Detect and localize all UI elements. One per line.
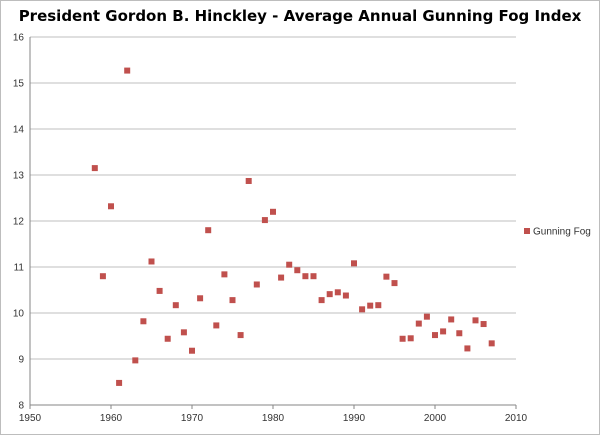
data-point [448, 316, 455, 323]
data-point [245, 177, 252, 184]
y-tick-label: 8 [18, 401, 24, 412]
data-point [472, 317, 479, 324]
data-point [302, 273, 309, 280]
x-tick-label: 2010 [505, 413, 528, 424]
data-point [270, 208, 276, 215]
gridlines [30, 36, 516, 360]
data-point [464, 345, 471, 352]
data-point [326, 291, 333, 298]
y-tick-label: 11 [14, 263, 25, 274]
legend: Gunning Fog [524, 227, 591, 238]
data-point [286, 261, 293, 268]
data-point [375, 302, 382, 309]
x-tick-labels: 1950 1960 1970 1980 1990 2000 2010 [19, 413, 528, 424]
legend-marker [524, 228, 530, 234]
x-tick-label: 1950 [19, 413, 42, 424]
data-point [440, 328, 447, 335]
data-point [237, 332, 244, 339]
data-point [156, 287, 163, 294]
data-point [116, 379, 123, 386]
data-point [91, 165, 98, 172]
y-tick-labels: 8 9 10 11 12 13 14 15 16 [13, 33, 25, 412]
y-tick-label: 15 [13, 79, 25, 90]
y-tick-label: 16 [13, 33, 25, 44]
data-point [197, 295, 204, 302]
data-point [488, 340, 495, 347]
data-point [391, 280, 398, 287]
y-tick-label: 12 [13, 217, 25, 228]
x-tick-label: 2000 [424, 413, 447, 424]
data-point [148, 258, 155, 265]
data-point [432, 332, 438, 339]
y-tick-label: 13 [13, 171, 25, 182]
data-point [99, 273, 106, 280]
data-point [456, 330, 463, 337]
y-tick-label: 9 [18, 355, 24, 366]
x-tick-label: 1970 [181, 413, 204, 424]
data-point [399, 335, 406, 342]
data-point [334, 289, 341, 296]
data-point [164, 335, 171, 342]
data-point [189, 347, 195, 354]
x-tick-label: 1990 [343, 413, 366, 424]
data-points [91, 67, 495, 386]
data-point [221, 271, 228, 278]
data-point [172, 302, 179, 309]
data-point [205, 227, 212, 234]
data-point [415, 320, 422, 327]
data-point [132, 357, 139, 364]
data-point [124, 67, 131, 74]
data-point [359, 306, 366, 313]
data-point [108, 203, 114, 210]
data-point [342, 292, 349, 299]
data-point [213, 322, 220, 329]
axes [29, 37, 517, 409]
data-point [423, 313, 430, 320]
legend-label: Gunning Fog [533, 227, 591, 238]
data-point [383, 273, 390, 280]
data-point [367, 302, 374, 309]
data-point [253, 281, 260, 288]
x-tick-label: 1960 [100, 413, 123, 424]
data-point [180, 329, 187, 336]
data-point [294, 267, 301, 274]
chart-title: President Gordon B. Hinckley - Average A… [18, 7, 582, 25]
data-point [480, 321, 487, 328]
data-point [229, 297, 236, 304]
data-point [278, 274, 285, 281]
data-point [407, 335, 414, 342]
x-tick-label: 1980 [262, 413, 285, 424]
data-point [310, 273, 317, 280]
y-tick-label: 10 [13, 309, 25, 320]
data-point [318, 297, 325, 304]
data-point [140, 318, 147, 325]
y-tick-label: 14 [13, 125, 25, 136]
data-point [261, 217, 268, 224]
data-point [351, 260, 357, 267]
